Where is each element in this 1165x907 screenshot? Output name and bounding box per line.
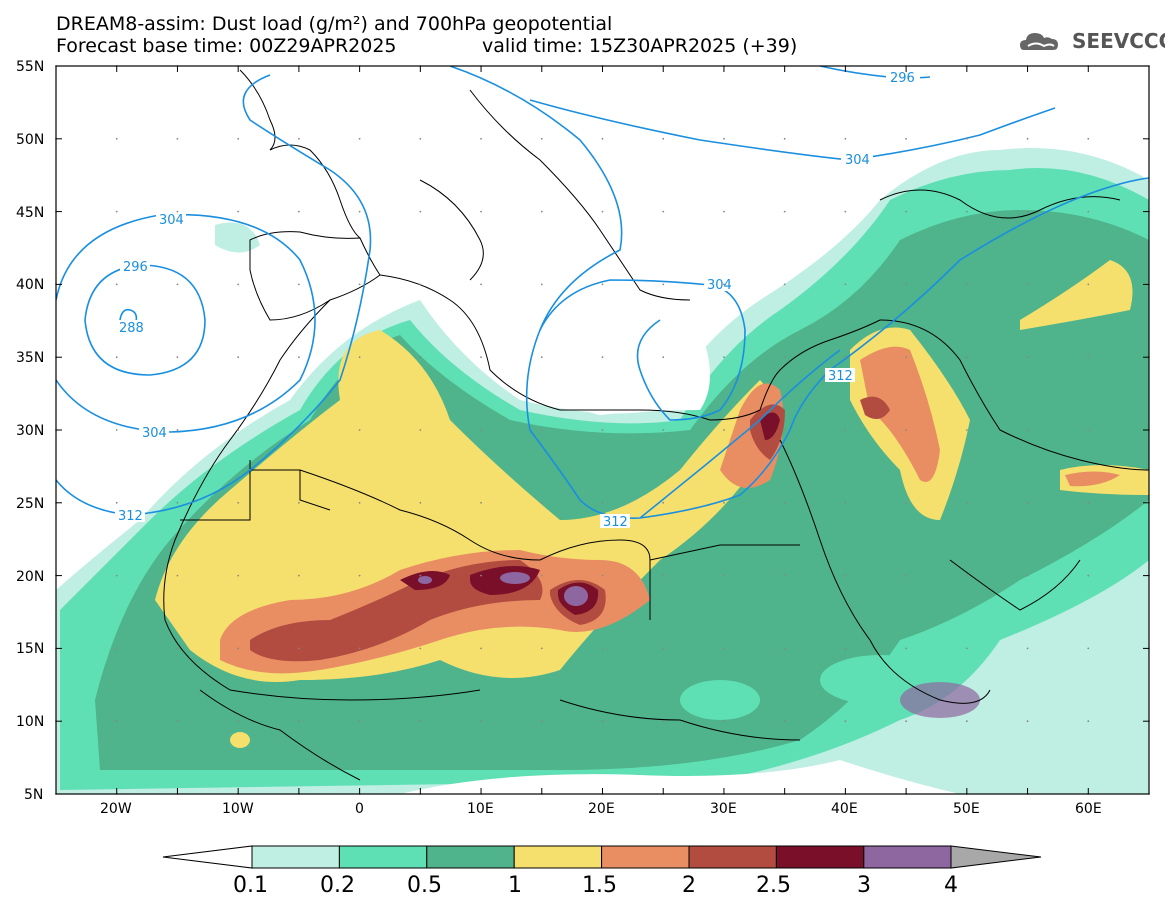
colorbar-label-7: 3 (857, 873, 871, 898)
lat-label-50n: 50N (16, 132, 44, 148)
colorbar: 0.1 0.2 0.5 1 1.5 2 2.5 3 4 (162, 845, 1042, 898)
geopotential-contours (56, 66, 1149, 519)
colorbar-label-1: 0.2 (320, 873, 355, 898)
latitude-labels: 55N 50N 45N 40N 35N 30N 25N 20N 15N 10N … (16, 59, 44, 803)
colorbar-label-5: 2 (682, 873, 696, 898)
map-title: DREAM8-assim: Dust load (g/m²) and 700hP… (56, 13, 613, 35)
lat-label-45n: 45N (16, 205, 44, 221)
colorbar-swatch-0 (251, 845, 340, 869)
colorbar-label-8: 4 (944, 873, 958, 898)
colorbar-swatch-3 (513, 845, 603, 869)
lat-label-30n: 30N (16, 423, 44, 439)
contour-labels: 296 304 304 296 288 304 312 304 312 312 (115, 70, 920, 530)
lat-label-15n: 15N (16, 641, 44, 657)
lat-label-35n: 35N (16, 350, 44, 366)
lat-label-55n: 55N (16, 59, 44, 75)
forecast-base-time: Forecast base time: 00Z29APR2025 (56, 35, 397, 57)
lon-label-40e: 40E (831, 801, 858, 817)
contour-label-304-med: 304 (707, 278, 732, 293)
contour-label-304-top: 304 (845, 153, 870, 168)
cloud-logo-icon (1020, 33, 1058, 50)
lat-label-10n: 10N (16, 714, 44, 730)
lon-label-0: 0 (355, 801, 364, 817)
valid-time: valid time: 15Z30APR2025 (+39) (482, 35, 798, 57)
lon-label-60e: 60E (1075, 801, 1102, 817)
contour-label-312-left: 312 (118, 509, 143, 524)
colorbar-swatch-6 (775, 845, 865, 869)
lat-label-5n: 5N (24, 787, 43, 803)
logo-text: SEEVCCC (1072, 29, 1165, 53)
colorbar-swatch-7 (863, 845, 952, 869)
contour-label-296-top: 296 (890, 71, 915, 86)
colorbar-label-2: 0.5 (407, 873, 442, 898)
lon-label-10e: 10E (467, 801, 494, 817)
longitude-labels: 20W 10W 0 10E 20E 30E 40E 50E 60E (100, 801, 1102, 817)
colorbar-label-4: 1.5 (582, 873, 617, 898)
contour-label-288: 288 (119, 321, 144, 336)
lon-label-10w: 10W (222, 801, 254, 817)
dust-field (56, 66, 1149, 794)
contour-label-312-east: 312 (828, 369, 853, 384)
colorbar-label-3: 1 (508, 873, 522, 898)
lon-label-20e: 20E (588, 801, 615, 817)
lat-label-25n: 25N (16, 496, 44, 512)
lon-label-50e: 50E (953, 801, 980, 817)
lon-label-20w: 20W (100, 801, 132, 817)
lon-label-30e: 30E (710, 801, 737, 817)
lat-label-20n: 20N (16, 569, 44, 585)
colorbar-min-triangle (162, 845, 253, 869)
axis-ticks (55, 65, 1150, 795)
colorbar-max-triangle (950, 845, 1042, 869)
colorbar-label-0: 0.1 (233, 873, 268, 898)
colorbar-swatch-5 (688, 845, 777, 869)
colorbar-swatch-2 (426, 845, 515, 869)
coastlines (163, 69, 1149, 781)
colorbar-swatch-1 (338, 845, 428, 869)
contour-label-304-bottom: 304 (142, 426, 167, 441)
lat-label-40n: 40N (16, 277, 44, 293)
colorbar-swatch-4 (601, 845, 690, 869)
contour-label-304-left: 304 (159, 213, 184, 228)
contour-label-312-center: 312 (603, 515, 628, 530)
colorbar-label-6: 2.5 (756, 873, 791, 898)
contour-label-296-left: 296 (123, 260, 148, 275)
